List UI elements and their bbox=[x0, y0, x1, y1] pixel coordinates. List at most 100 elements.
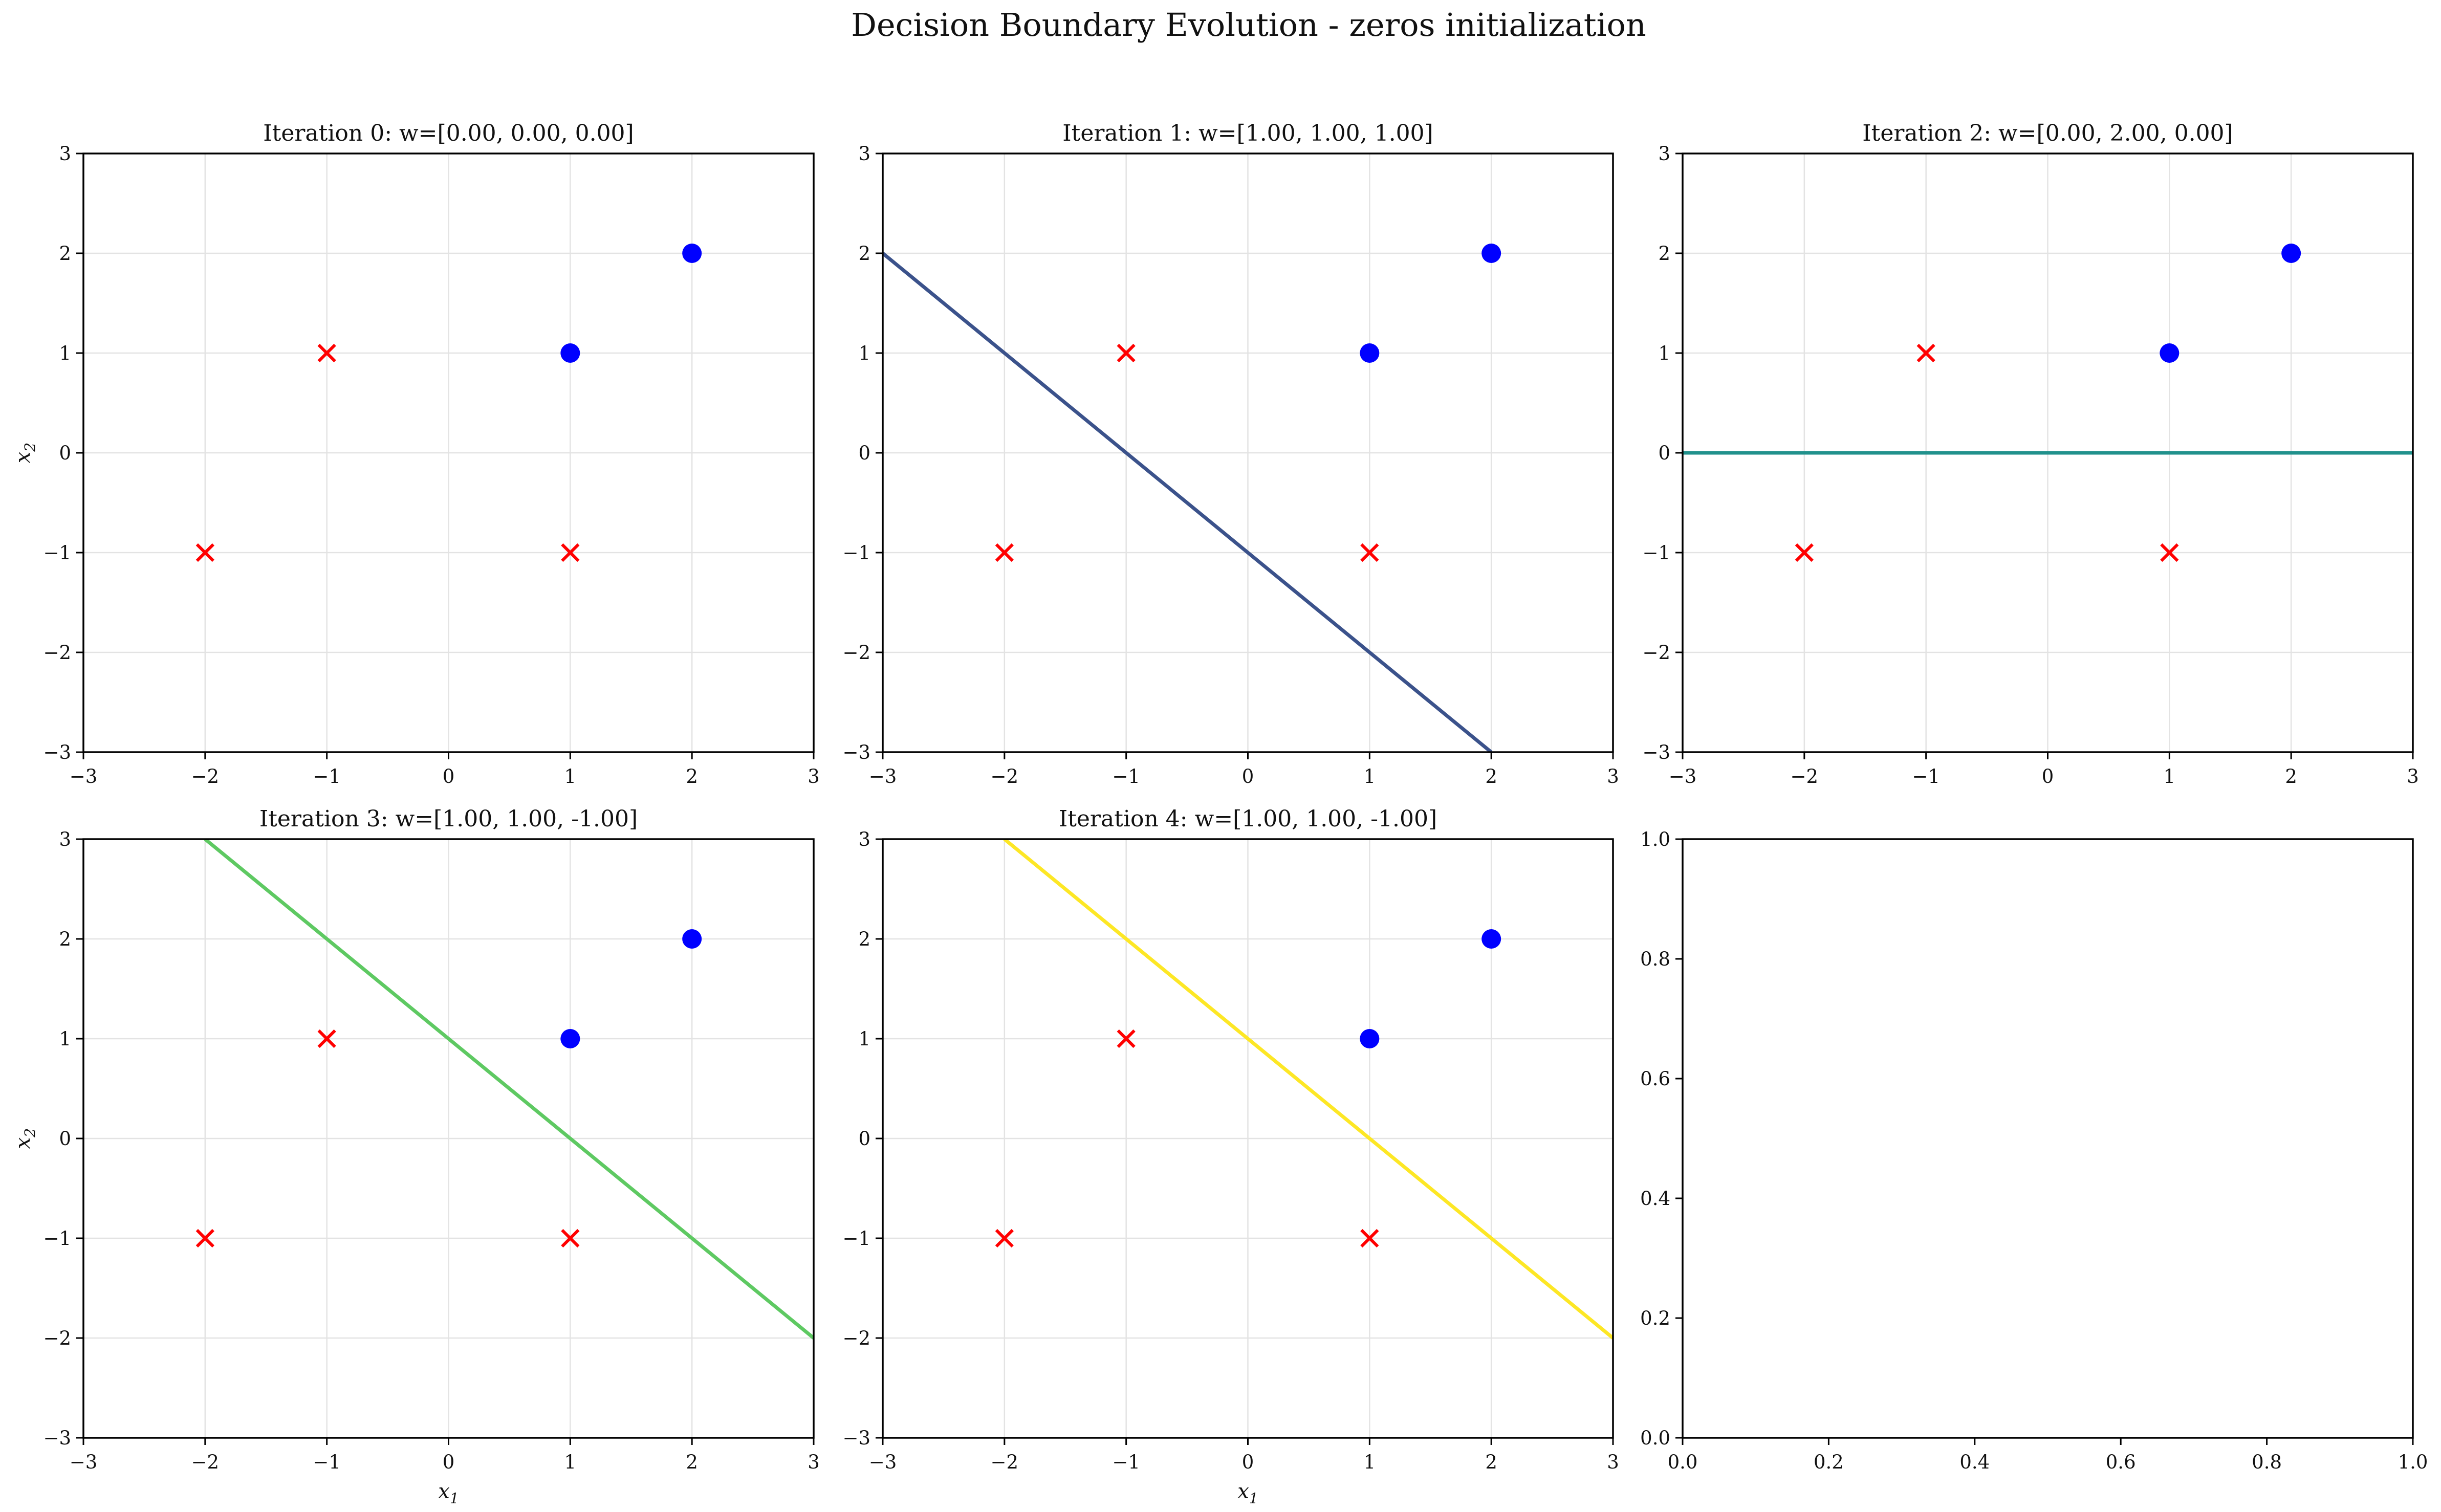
negative-point bbox=[195, 1229, 214, 1248]
y-tick-label: 1 bbox=[59, 1028, 71, 1050]
x-tick-label: −2 bbox=[1791, 765, 1819, 787]
x-tick-label: 1 bbox=[1364, 765, 1376, 787]
subplot-3: −3 −2 −1 0 1 2 3 −3 −2 −1 0 1 2 3 Iteration 3: w=[1.00… bbox=[11, 806, 820, 1507]
y-axis-label-subscript: 2 bbox=[21, 443, 38, 452]
negative-point-stroke bbox=[561, 543, 580, 562]
y-tick-label: 1 bbox=[858, 342, 870, 364]
negative-point bbox=[317, 1029, 336, 1048]
y-axis-label-subscript: 2 bbox=[21, 1128, 38, 1138]
y-tick-label: −2 bbox=[842, 642, 870, 664]
negative-point bbox=[2160, 543, 2179, 562]
figure-title: Decision Boundary Evolution - zeros init… bbox=[851, 6, 1646, 43]
negative-point-stroke bbox=[1117, 343, 1136, 363]
positive-point bbox=[2281, 244, 2301, 263]
subplot-title: Iteration 0: w=[0.00, 0.00, 0.00] bbox=[263, 120, 634, 146]
x-tick-label: 1 bbox=[564, 1451, 577, 1473]
x-tick-label: 0 bbox=[443, 1451, 455, 1473]
x-tick-label: 2 bbox=[686, 1451, 698, 1473]
y-tick-label: 2 bbox=[858, 243, 870, 265]
positive-point bbox=[560, 1029, 580, 1048]
x-tick-label: −3 bbox=[70, 765, 98, 787]
y-tick-label: 3 bbox=[858, 828, 870, 850]
decision-boundary-line bbox=[204, 839, 814, 1340]
x-tick-label: 2 bbox=[1485, 1451, 1497, 1473]
axes-frame bbox=[1682, 838, 2414, 1439]
positive-point bbox=[560, 343, 580, 363]
negative-point bbox=[1795, 543, 1814, 562]
subplot-title: Iteration 2: w=[0.00, 2.00, 0.00] bbox=[1862, 120, 2233, 146]
negative-point bbox=[1117, 1029, 1136, 1048]
positive-point bbox=[1481, 244, 1501, 263]
negative-point bbox=[195, 543, 214, 562]
subplot-2: −3 −2 −1 0 1 2 3 −3 −2 −1 0 1 2 3 Iteration 2: w=[0.00… bbox=[1642, 120, 2418, 787]
x-tick-label: 1 bbox=[1364, 1451, 1376, 1473]
subplot-title: Iteration 4: w=[1.00, 1.00, -1.00] bbox=[1059, 806, 1437, 832]
x-tick-label: 2 bbox=[686, 765, 698, 787]
x-tick-label: −2 bbox=[191, 765, 220, 787]
negative-point-stroke bbox=[1360, 1229, 1379, 1248]
x-axis-label-subscript: 1 bbox=[1249, 1490, 1258, 1507]
positive-point bbox=[2160, 343, 2180, 363]
y-tick-label: −3 bbox=[43, 741, 71, 763]
x-tick-label: 1 bbox=[2164, 765, 2176, 787]
y-tick-label: 2 bbox=[59, 928, 71, 950]
x-tick-label: 0.8 bbox=[2252, 1451, 2282, 1473]
y-tick-label: 0 bbox=[858, 1128, 870, 1150]
x-tick-label: 3 bbox=[1607, 1451, 1619, 1473]
y-tick-label: 3 bbox=[59, 143, 71, 165]
y-tick-label: −1 bbox=[43, 1228, 71, 1250]
x-tick-label: 3 bbox=[808, 1451, 820, 1473]
y-tick-label: −2 bbox=[1642, 642, 1670, 664]
subplot-0: −3 −2 −1 0 1 2 3 −3 −2 −1 0 1 2 3 Iteration 0: w=[0.00… bbox=[11, 120, 820, 787]
negative-point-stroke bbox=[561, 1229, 580, 1248]
y-tick-label: −1 bbox=[43, 542, 71, 564]
y-tick-label: 1 bbox=[1658, 342, 1670, 364]
y-tick-label: −3 bbox=[1642, 741, 1670, 763]
positive-point bbox=[1481, 929, 1501, 949]
y-tick-label: 1 bbox=[858, 1028, 870, 1050]
y-tick-label: 3 bbox=[1658, 143, 1670, 165]
x-tick-label: 3 bbox=[808, 765, 820, 787]
positive-point bbox=[682, 929, 702, 949]
y-tick-label: 0.8 bbox=[1640, 948, 1670, 970]
negative-point-stroke bbox=[1117, 1029, 1136, 1048]
negative-point-stroke bbox=[195, 543, 214, 562]
positive-point bbox=[1360, 1029, 1380, 1048]
y-tick-label: 1 bbox=[59, 342, 71, 364]
x-tick-label: 3 bbox=[1607, 765, 1619, 787]
y-tick-label: 0 bbox=[59, 442, 71, 464]
y-tick-label: −3 bbox=[842, 741, 870, 763]
negative-point-stroke bbox=[195, 1229, 214, 1248]
y-tick-label: −2 bbox=[43, 1327, 71, 1349]
y-tick-label: 0 bbox=[59, 1128, 71, 1150]
x-tick-label: 0.6 bbox=[2106, 1451, 2136, 1473]
negative-point bbox=[561, 1229, 580, 1248]
negative-point-stroke bbox=[1795, 543, 1814, 562]
y-tick-label: 3 bbox=[59, 828, 71, 850]
y-tick-label: 2 bbox=[1658, 243, 1670, 265]
y-tick-label: 0.6 bbox=[1640, 1068, 1670, 1090]
negative-point bbox=[317, 343, 336, 363]
x-tick-label: −1 bbox=[1112, 765, 1140, 787]
x-tick-label: −1 bbox=[1912, 765, 1940, 787]
y-tick-label: −2 bbox=[842, 1327, 870, 1349]
y-tick-label: −3 bbox=[842, 1427, 870, 1449]
x-tick-label: −1 bbox=[1112, 1451, 1140, 1473]
negative-point-stroke bbox=[317, 1029, 336, 1048]
y-tick-label: −1 bbox=[1642, 542, 1670, 564]
y-tick-label: −1 bbox=[842, 1228, 870, 1250]
y-tick-label: −1 bbox=[842, 542, 870, 564]
positive-point bbox=[1360, 343, 1380, 363]
x-tick-label: −3 bbox=[869, 765, 897, 787]
subplot-1: −3 −2 −1 0 1 2 3 −3 −2 −1 0 1 2 3 Iteration 1: w=[1.00… bbox=[842, 120, 1619, 787]
subplot-title: Iteration 1: w=[1.00, 1.00, 1.00] bbox=[1062, 120, 1433, 146]
subplot-4: −3 −2 −1 0 1 2 3 −3 −2 −1 0 1 2 3 Iteration 4: w=[1.00… bbox=[842, 806, 1619, 1507]
x-tick-label: 3 bbox=[2407, 765, 2419, 787]
x-tick-label: 1 bbox=[564, 765, 577, 787]
negative-point bbox=[1360, 543, 1379, 562]
negative-point-stroke bbox=[995, 543, 1014, 562]
subplot-5: 0.0 0.2 0.4 0.6 0.8 1.0 0.0 0.2 0.4 0.6 0.8 1.0 bbox=[1640, 828, 2428, 1473]
x-tick-label: 0 bbox=[1242, 765, 1254, 787]
decision-boundary-line bbox=[1003, 839, 1613, 1340]
